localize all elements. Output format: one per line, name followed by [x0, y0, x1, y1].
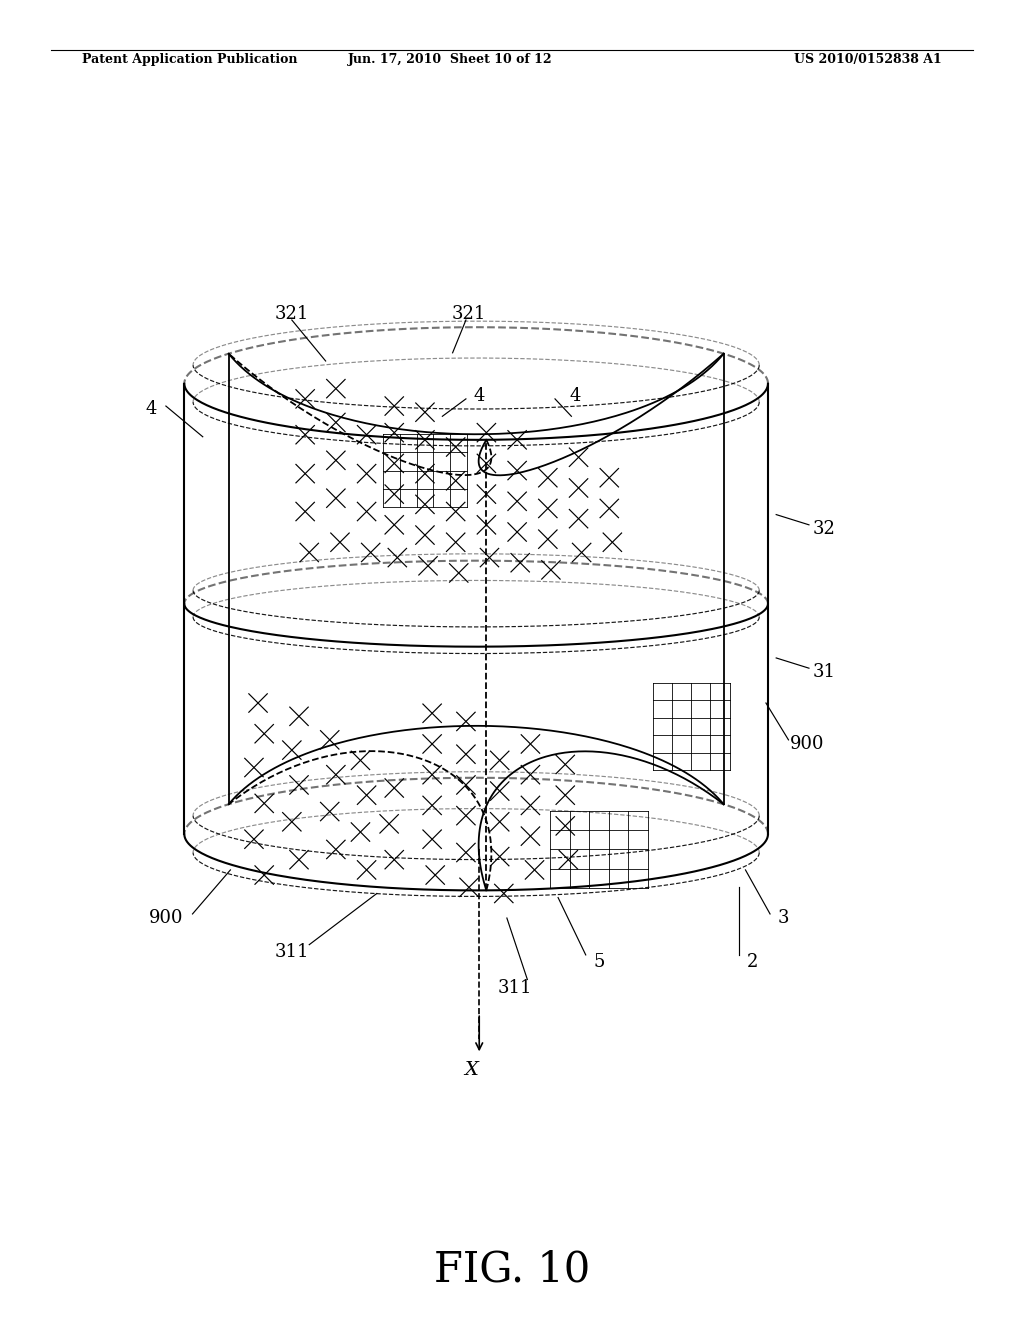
Text: 4: 4 [569, 387, 582, 405]
Text: 321: 321 [452, 305, 486, 323]
Text: 5: 5 [593, 953, 605, 972]
Text: 311: 311 [498, 978, 532, 997]
Text: 31: 31 [813, 663, 836, 681]
Text: Jun. 17, 2010  Sheet 10 of 12: Jun. 17, 2010 Sheet 10 of 12 [348, 53, 553, 66]
Text: 3: 3 [777, 909, 790, 927]
Text: US 2010/0152838 A1: US 2010/0152838 A1 [795, 53, 942, 66]
Text: 311: 311 [274, 942, 309, 961]
Text: 900: 900 [148, 909, 183, 927]
Text: 2: 2 [746, 953, 759, 972]
Text: 4: 4 [145, 400, 158, 418]
Text: X: X [464, 1060, 478, 1078]
Text: 32: 32 [813, 520, 836, 539]
Text: 4: 4 [473, 387, 485, 405]
Text: Patent Application Publication: Patent Application Publication [82, 53, 297, 66]
Text: 900: 900 [790, 735, 824, 752]
Text: 321: 321 [274, 305, 309, 323]
Text: FIG. 10: FIG. 10 [434, 1249, 590, 1291]
